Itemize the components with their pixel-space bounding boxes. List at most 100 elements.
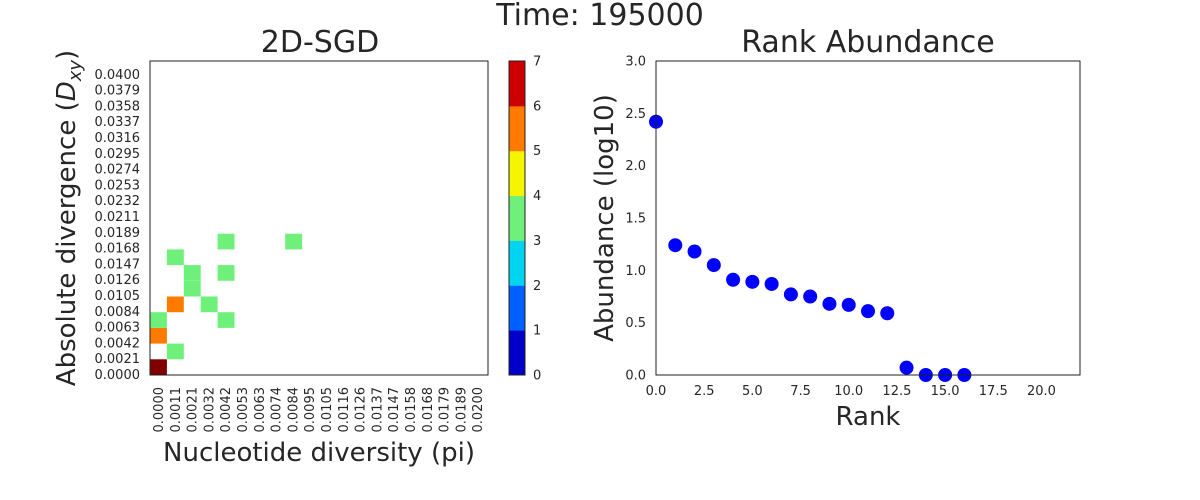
heatmap-y-axis-label: Absolute divergence (Dxy) xyxy=(52,50,86,386)
scatter-y-tick-label-1: 0.5 xyxy=(625,316,646,331)
heatmap-y-tick-label-3: 0.0063 xyxy=(95,321,141,336)
scatter-x-ticks: 0.0 2.5 5.0 7.5 10.0 12.5 15.0 17.5 20.0 xyxy=(646,384,1056,399)
scatter-point-9 xyxy=(822,296,837,311)
scatter-y-tick-label-4: 2.0 xyxy=(625,159,646,174)
scatter-point-12 xyxy=(880,306,895,321)
colorbar-band-3 xyxy=(509,195,525,241)
heatmap-x-tick-label-17: 0.0179 xyxy=(438,387,453,433)
heatmap-y-ticks: 0.00000.00210.00420.00630.00840.01050.01… xyxy=(95,68,141,383)
scatter-point-2 xyxy=(687,244,702,259)
scatter-x-tick-label-3: 7.5 xyxy=(790,384,811,399)
heatmap-x-tick-label-14: 0.0147 xyxy=(387,387,402,433)
heatmap-cell-5 xyxy=(166,296,184,313)
scatter-point-10 xyxy=(841,297,856,312)
heatmap-cell-9 xyxy=(217,265,235,281)
colorbar-band-5 xyxy=(509,105,525,152)
colorbar-ticks: 0 1 2 3 4 5 6 7 xyxy=(533,55,541,384)
heatmap-y-tick-label-17: 0.0358 xyxy=(95,99,141,114)
colorbar-tick-label-7: 7 xyxy=(533,55,541,70)
scatter-x-tick-label-0: 0.0 xyxy=(646,384,667,399)
heatmap-x-tick-label-6: 0.0063 xyxy=(253,387,268,433)
colorbar-tick-label-5: 5 xyxy=(533,144,541,159)
colorbar-band-4 xyxy=(509,150,525,197)
heatmap-y-tick-label-7: 0.0147 xyxy=(95,257,141,272)
heatmap-x-tick-label-16: 0.0168 xyxy=(421,387,436,433)
colorbar-tick-label-1: 1 xyxy=(533,324,541,339)
heatmap-cell-6 xyxy=(200,296,218,313)
scatter-x-tick-label-6: 15.0 xyxy=(931,384,960,399)
heatmap-y-tick-label-16: 0.0337 xyxy=(95,115,141,130)
heatmap-x-tick-label-13: 0.0137 xyxy=(370,387,385,433)
heatmap-y-tick-label-14: 0.0295 xyxy=(95,147,141,162)
scatter-point-3 xyxy=(706,258,721,273)
colorbar-tick-label-6: 6 xyxy=(533,99,541,114)
heatmap-cell-2 xyxy=(150,327,167,344)
heatmap-cell-0 xyxy=(150,359,167,375)
heatmap-cell-3 xyxy=(150,312,167,328)
colorbar-tick-label-0: 0 xyxy=(533,369,541,384)
colorbar-band-6 xyxy=(509,61,525,107)
heatmap-y-tick-label-0: 0.0000 xyxy=(95,368,141,383)
scatter-x-tick-label-8: 20.0 xyxy=(1027,384,1056,399)
heatmap-x-tick-label-4: 0.0042 xyxy=(219,387,234,433)
heatmap-y-tick-label-13: 0.0274 xyxy=(95,163,141,178)
heatmap-cell-12 xyxy=(285,233,303,250)
heatmap-y-tick-label-11: 0.0232 xyxy=(95,194,141,209)
scatter-y-tick-label-2: 1.0 xyxy=(625,264,646,279)
heatmap-y-tick-label-2: 0.0042 xyxy=(95,336,141,351)
heatmap-y-tick-label-1: 0.0021 xyxy=(95,352,141,367)
scatter-points xyxy=(649,114,972,382)
heatmap-y-axis-label-end: ) xyxy=(52,50,82,60)
scatter-point-7 xyxy=(783,287,798,302)
heatmap-title: 2D-SGD xyxy=(261,25,379,60)
heatmap-y-tick-label-5: 0.0105 xyxy=(95,289,141,304)
colorbar-band-0 xyxy=(509,330,525,376)
heatmap-x-tick-label-9: 0.0095 xyxy=(303,387,318,433)
scatter-point-13 xyxy=(899,360,914,375)
rank-abundance-chart: Rank Abundance 0.0 0.5 1.0 1.5 2.0 2.5 3.0 0.0… xyxy=(590,25,1081,432)
heatmap-y-tick-label-19: 0.0400 xyxy=(95,68,141,83)
scatter-x-tick-label-1: 2.5 xyxy=(694,384,715,399)
scatter-y-tick-label-5: 2.5 xyxy=(625,107,646,122)
colorbar-tick-label-3: 3 xyxy=(533,234,541,249)
colorbar-tick-label-2: 2 xyxy=(533,279,541,294)
heatmap-x-tick-label-19: 0.0200 xyxy=(471,387,486,433)
scatter-y-axis-label: Abundance (log10) xyxy=(590,94,620,342)
colorbar: 0 1 2 3 4 5 6 7 xyxy=(508,55,541,384)
scatter-y-tick-label-6: 3.0 xyxy=(625,55,646,70)
colorbar-band-2 xyxy=(509,240,525,286)
scatter-point-8 xyxy=(803,289,818,304)
colorbar-frame xyxy=(508,60,526,376)
colorbar-bands xyxy=(509,61,525,376)
heatmap-x-tick-label-8: 0.0084 xyxy=(286,387,301,433)
heatmap-y-tick-label-10: 0.0211 xyxy=(95,210,141,225)
heatmap-x-tick-label-18: 0.0189 xyxy=(454,387,469,433)
heatmap-cells xyxy=(150,233,303,375)
scatter-x-tick-label-2: 5.0 xyxy=(742,384,763,399)
scatter-y-tick-label-3: 1.5 xyxy=(625,212,646,227)
heatmap-x-tick-label-11: 0.0116 xyxy=(337,387,352,433)
heatmap-x-tick-label-12: 0.0126 xyxy=(354,387,369,433)
heatmap-x-axis-label: Nucleotide diversity (pi) xyxy=(163,438,475,468)
heatmap-cell-1 xyxy=(166,343,184,360)
heatmap-x-tick-label-7: 0.0074 xyxy=(270,387,285,433)
figure-title: Time: 195000 xyxy=(495,0,704,33)
heatmap-cell-4 xyxy=(217,312,235,328)
heatmap-x-tick-label-15: 0.0158 xyxy=(404,387,419,433)
heatmap-cell-8 xyxy=(183,265,201,281)
heatmap-cell-10 xyxy=(166,249,184,266)
heatmap-x-tick-label-3: 0.0032 xyxy=(202,387,217,433)
scatter-point-11 xyxy=(861,304,875,319)
heatmap-chart: 2D-SGD 0.00000.00210.00420.00630.00840.0… xyxy=(52,25,489,468)
heatmap-cell-11 xyxy=(217,233,235,250)
colorbar-band-1 xyxy=(509,285,525,331)
scatter-point-6 xyxy=(764,276,779,291)
heatmap-x-tick-label-2: 0.0021 xyxy=(186,387,201,433)
heatmap-y-axis-label-main: Absolute divergence ( xyxy=(52,101,82,386)
scatter-y-ticks: 0.0 0.5 1.0 1.5 2.0 2.5 3.0 xyxy=(625,55,646,384)
scatter-frame xyxy=(655,60,1081,376)
scatter-title: Rank Abundance xyxy=(741,25,994,60)
heatmap-cell-7 xyxy=(183,280,201,297)
heatmap-y-tick-label-9: 0.0189 xyxy=(95,226,141,241)
